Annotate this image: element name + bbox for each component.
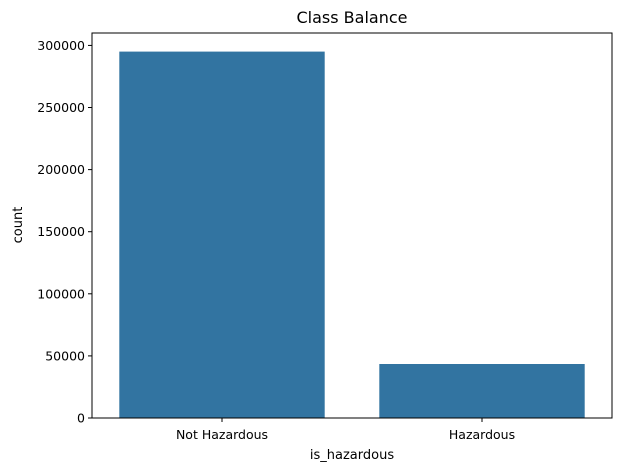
y-tick-label: 100000 [37, 286, 85, 301]
y-axis-label: count [11, 207, 26, 244]
x-axis-ticks: Not Hazardous Hazardous [176, 418, 515, 442]
y-tick-label: 250000 [37, 100, 85, 115]
bar-hazardous [379, 364, 585, 418]
chart-title: Class Balance [297, 8, 408, 27]
x-tick-label: Hazardous [449, 427, 515, 442]
plot-frame [91, 32, 613, 419]
y-axis-ticks: 0 50000 100000 150000 200000 250000 300000 [37, 38, 92, 426]
x-tick-label: Not Hazardous [176, 427, 268, 442]
bar-not-hazardous [119, 51, 325, 418]
y-tick-label: 300000 [37, 38, 85, 53]
bars-group [119, 51, 585, 418]
y-tick-label: 0 [77, 411, 85, 426]
y-tick-label: 200000 [37, 162, 85, 177]
y-tick-label: 150000 [37, 224, 85, 239]
x-axis-label: is_hazardous [310, 448, 394, 463]
y-tick-label: 50000 [45, 348, 85, 363]
